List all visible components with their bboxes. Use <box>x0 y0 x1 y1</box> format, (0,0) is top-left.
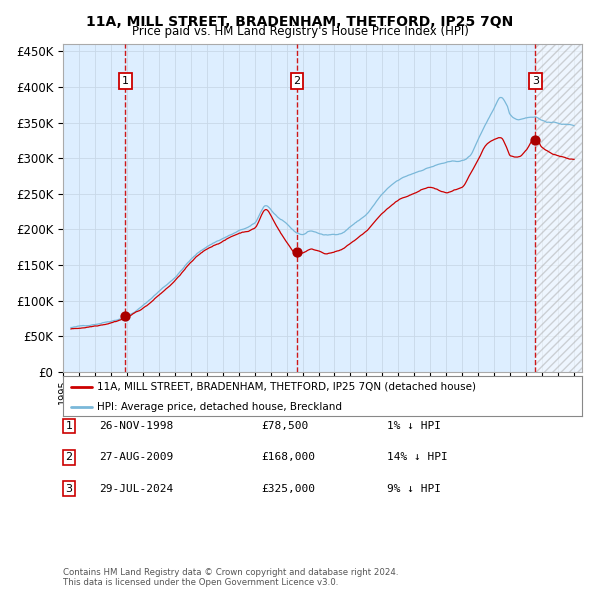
Bar <box>535 44 582 372</box>
Text: 1: 1 <box>65 421 73 431</box>
Text: 1% ↓ HPI: 1% ↓ HPI <box>387 421 441 431</box>
Point <box>121 311 130 320</box>
Text: 26-NOV-1998: 26-NOV-1998 <box>99 421 173 431</box>
Text: 11A, MILL STREET, BRADENHAM, THETFORD, IP25 7QN (detached house): 11A, MILL STREET, BRADENHAM, THETFORD, I… <box>97 382 476 392</box>
Text: 2: 2 <box>65 453 73 462</box>
Point <box>530 136 540 145</box>
Text: HPI: Average price, detached house, Breckland: HPI: Average price, detached house, Brec… <box>97 402 342 412</box>
Point <box>292 247 302 257</box>
Text: £325,000: £325,000 <box>261 484 315 493</box>
Text: 3: 3 <box>532 76 539 86</box>
Text: 29-JUL-2024: 29-JUL-2024 <box>99 484 173 493</box>
Text: 3: 3 <box>65 484 73 493</box>
Text: £168,000: £168,000 <box>261 453 315 462</box>
Text: 11A, MILL STREET, BRADENHAM, THETFORD, IP25 7QN: 11A, MILL STREET, BRADENHAM, THETFORD, I… <box>86 15 514 29</box>
Text: 1: 1 <box>122 76 129 86</box>
Text: Contains HM Land Registry data © Crown copyright and database right 2024.
This d: Contains HM Land Registry data © Crown c… <box>63 568 398 587</box>
Text: 14% ↓ HPI: 14% ↓ HPI <box>387 453 448 462</box>
Text: 9% ↓ HPI: 9% ↓ HPI <box>387 484 441 493</box>
Text: 2: 2 <box>293 76 301 86</box>
Text: Price paid vs. HM Land Registry's House Price Index (HPI): Price paid vs. HM Land Registry's House … <box>131 25 469 38</box>
Text: 27-AUG-2009: 27-AUG-2009 <box>99 453 173 462</box>
Text: £78,500: £78,500 <box>261 421 308 431</box>
